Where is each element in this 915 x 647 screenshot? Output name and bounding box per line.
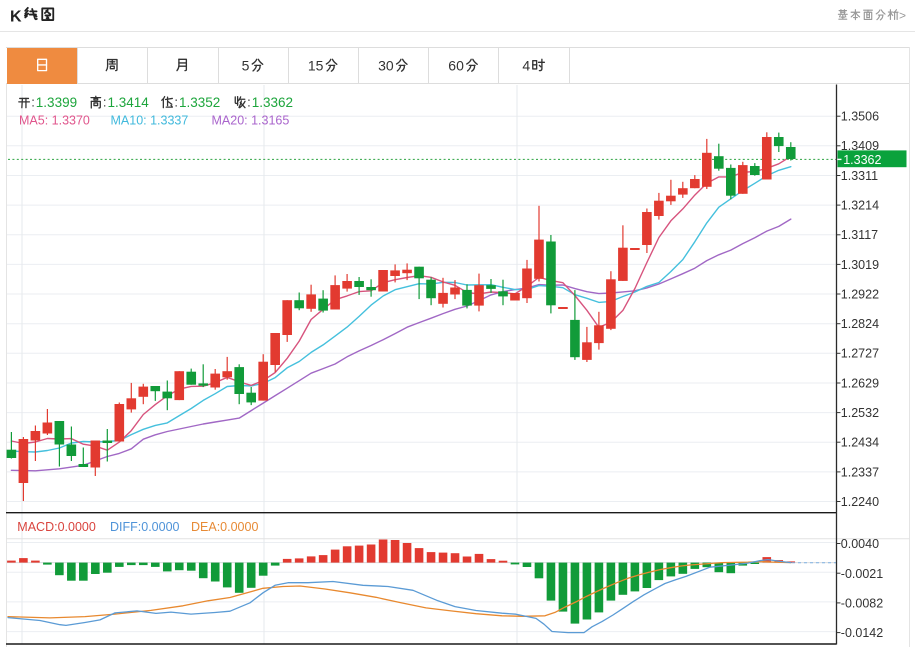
svg-text:1.2434: 1.2434 bbox=[841, 436, 879, 450]
svg-text:30: 30 bbox=[378, 58, 394, 74]
svg-text:>: > bbox=[899, 9, 906, 23]
svg-text:-0.0142: -0.0142 bbox=[841, 626, 883, 640]
svg-text:1.2532: 1.2532 bbox=[841, 406, 879, 420]
svg-text:60: 60 bbox=[448, 58, 464, 74]
svg-text:MA20: 1.3165: MA20: 1.3165 bbox=[212, 114, 290, 128]
svg-text:1.3414: 1.3414 bbox=[108, 95, 150, 110]
svg-text:5: 5 bbox=[242, 58, 250, 74]
svg-text::: : bbox=[31, 95, 35, 110]
svg-text:MA5: 1.3370: MA5: 1.3370 bbox=[19, 114, 90, 128]
svg-text:1.2922: 1.2922 bbox=[841, 287, 879, 301]
svg-text::: : bbox=[247, 95, 251, 110]
svg-text:1.2629: 1.2629 bbox=[841, 376, 879, 390]
svg-text:1.2824: 1.2824 bbox=[841, 317, 879, 331]
svg-text:MA10: 1.3337: MA10: 1.3337 bbox=[111, 114, 189, 128]
svg-text:1.3506: 1.3506 bbox=[841, 110, 879, 124]
svg-text:DEA:0.0000: DEA:0.0000 bbox=[191, 520, 258, 534]
svg-text:1.3362: 1.3362 bbox=[252, 95, 293, 110]
svg-text:1.3117: 1.3117 bbox=[841, 228, 878, 242]
svg-text:1.3311: 1.3311 bbox=[841, 169, 878, 183]
svg-text:-0.0021: -0.0021 bbox=[841, 567, 883, 581]
svg-text:-0.0082: -0.0082 bbox=[841, 597, 883, 611]
svg-text::: : bbox=[103, 95, 107, 110]
svg-text:1.2727: 1.2727 bbox=[841, 347, 879, 361]
svg-text:1.3399: 1.3399 bbox=[36, 95, 77, 110]
svg-text:1.3409: 1.3409 bbox=[841, 139, 879, 153]
svg-text:1.3352: 1.3352 bbox=[179, 95, 220, 110]
svg-text::: : bbox=[174, 95, 178, 110]
svg-text:K: K bbox=[10, 9, 22, 26]
svg-text:1.2240: 1.2240 bbox=[841, 495, 879, 509]
svg-text:4: 4 bbox=[522, 58, 530, 74]
svg-text:1.3362: 1.3362 bbox=[843, 153, 881, 167]
svg-text:1.3214: 1.3214 bbox=[841, 199, 879, 213]
svg-text:1.3019: 1.3019 bbox=[841, 258, 879, 272]
svg-text:1.2337: 1.2337 bbox=[841, 465, 879, 479]
svg-text:DIFF:0.0000: DIFF:0.0000 bbox=[110, 520, 180, 534]
svg-text:MACD:0.0000: MACD:0.0000 bbox=[17, 520, 96, 534]
svg-text:15: 15 bbox=[308, 58, 324, 74]
svg-text:0.0040: 0.0040 bbox=[841, 537, 879, 551]
